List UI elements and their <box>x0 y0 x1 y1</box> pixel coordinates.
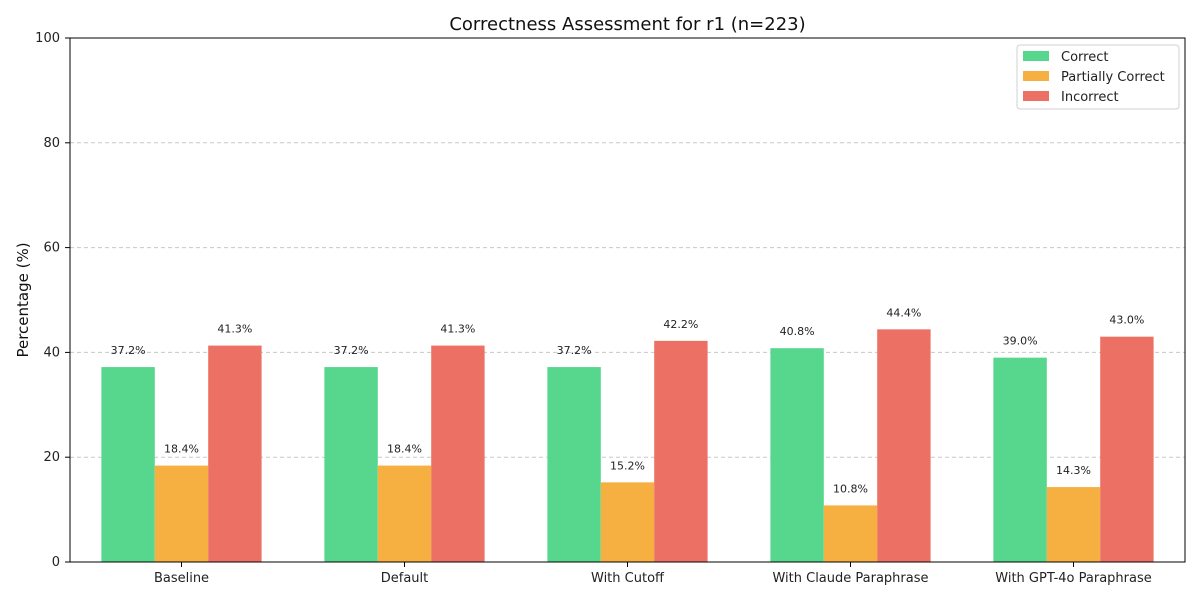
x-tick-label: Default <box>381 571 429 586</box>
x-tick-label: With Cutoff <box>591 571 665 586</box>
bar <box>154 465 209 562</box>
bar-value-label: 18.4% <box>387 443 422 456</box>
bar-value-label: 44.4% <box>886 306 921 319</box>
bar <box>877 329 931 562</box>
bar <box>770 348 824 562</box>
x-tick-label: Baseline <box>154 571 209 586</box>
bar-value-label: 15.2% <box>610 459 645 472</box>
bars-layer <box>101 329 1154 562</box>
y-tick-label: 60 <box>43 241 60 256</box>
legend-label: Incorrect <box>1061 90 1119 105</box>
y-tick-label: 20 <box>43 450 60 465</box>
legend-label: Correct <box>1061 50 1108 65</box>
legend: Correct Partially Correct Incorrect <box>1016 44 1180 110</box>
x-tick-label: With Claude Paraphrase <box>772 571 928 586</box>
bar <box>600 482 655 562</box>
bar-value-label: 37.2% <box>111 344 146 357</box>
legend-swatch <box>1023 71 1049 81</box>
y-tick-label: 0 <box>52 555 60 570</box>
y-tick-label: 40 <box>43 345 60 360</box>
bar-value-label: 10.8% <box>833 482 868 495</box>
bar <box>547 367 601 562</box>
y-axis-title: Percentage (%) <box>14 242 32 357</box>
chart-title: Correctness Assessment for r1 (n=223) <box>449 14 805 35</box>
bar-value-label: 37.2% <box>334 344 369 357</box>
bar <box>1046 487 1101 562</box>
axis-layer: 0 20 40 60 80 100 Baseline Default With Cutoff Wi… <box>35 31 1152 586</box>
bar <box>377 465 432 562</box>
bar <box>823 505 878 562</box>
y-tick-label: 80 <box>43 136 60 151</box>
legend-swatch <box>1023 91 1049 101</box>
bar-value-label: 41.3% <box>217 323 252 336</box>
bar-value-label: 40.8% <box>780 325 815 338</box>
bar-value-label: 14.3% <box>1056 464 1091 477</box>
bar <box>431 345 485 562</box>
bar <box>654 340 708 562</box>
bar <box>1100 336 1154 562</box>
bar-value-label: 43.0% <box>1109 314 1144 327</box>
bar-value-label: 41.3% <box>440 323 475 336</box>
bar-value-label: 37.2% <box>557 344 592 357</box>
bar-value-label: 42.2% <box>663 318 698 331</box>
labels-layer: 37.2% 18.4% 41.3% 37.2% 18.4% 41.3% 37.2% 15.2%… <box>111 306 1145 495</box>
bar <box>993 357 1047 562</box>
bar <box>324 367 378 562</box>
bar-value-label: 18.4% <box>164 443 199 456</box>
bar <box>208 345 262 562</box>
bar-value-label: 39.0% <box>1003 335 1038 348</box>
bar <box>101 367 155 562</box>
legend-swatch <box>1023 51 1049 61</box>
legend-label: Partially Correct <box>1061 70 1165 85</box>
y-tick-label: 100 <box>35 31 60 46</box>
x-tick-label: With GPT-4o Paraphrase <box>995 571 1151 586</box>
legend-box <box>1016 44 1180 110</box>
